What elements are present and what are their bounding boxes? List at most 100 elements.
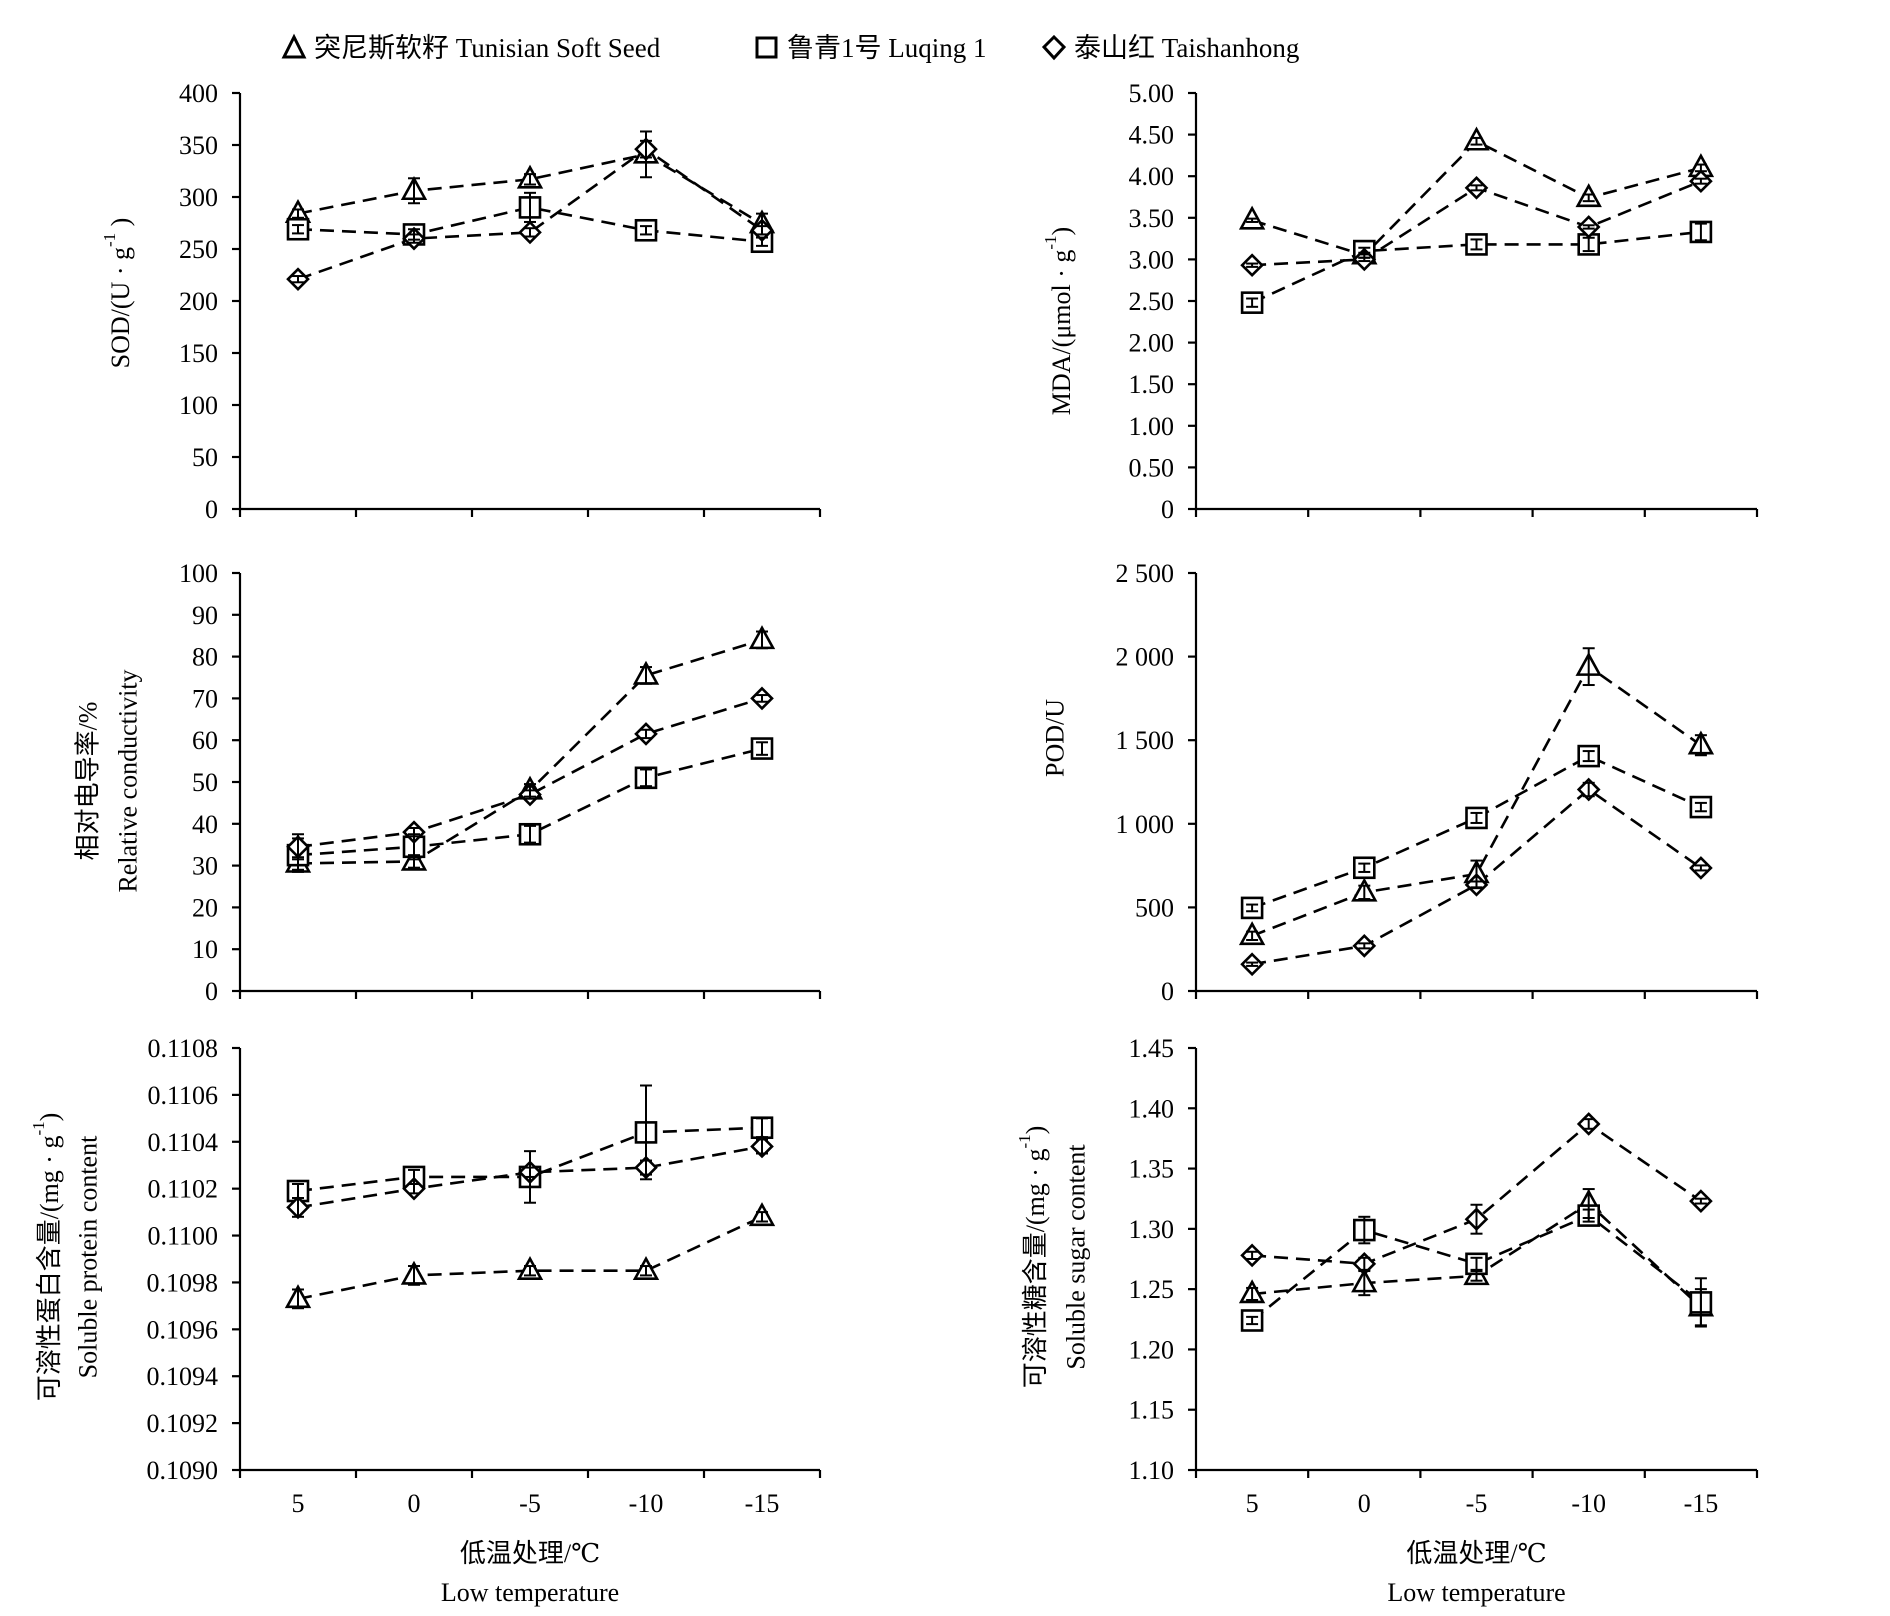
y-tick-label: 4.50 [1129,121,1175,150]
error-bar [1582,236,1595,253]
error-bar [640,728,652,740]
mda-chart: 0 0.50 1.00 1.50 2.00 2.50 3.00 3.50 4.00 4.50 5.0… [1041,79,1759,524]
y-axis-label-superscript: -1 [100,233,119,247]
error-bar [1582,1118,1595,1130]
error-bar [1582,193,1595,203]
error-bar [1582,224,1595,230]
y-tick-label: 3.50 [1129,204,1175,233]
y-tick-label: 200 [179,287,218,316]
error-bar [756,1138,768,1155]
error-bar [640,1159,652,1176]
error-bar [1246,262,1259,268]
y-tick-label: 400 [179,79,218,108]
data-points [284,1116,776,1309]
y-tick-label: 0 [1161,977,1174,1006]
y-tick-label: 0.1106 [147,1081,218,1110]
y-axis-label: 相对电导率/% [74,702,103,861]
y-tick-label: 0.1096 [147,1315,219,1344]
legend-item: 泰山红 Taishanhong [1041,33,1299,63]
error-bar [1246,903,1259,913]
legend: 突尼斯软籽 Tunisian Soft Seed 鲁青1号 Luqing 1 泰… [281,33,1299,63]
error-bar [1246,1286,1259,1301]
y-tick-label: 150 [179,339,218,368]
error-bar [408,1182,420,1195]
error-bar [1582,781,1595,798]
y-tick-label: 0.1092 [147,1409,219,1438]
error-bar [292,833,304,861]
relative-conductivity-chart: 0 10 20 30 40 50 60 70 80 90 100 相对电导率/% Relative co… [74,559,822,1006]
y-tick-label: 70 [192,684,218,713]
y-axis-label: 可溶性糖含量/(mg · g-1) [1015,1126,1050,1389]
y-tick-label: 2 500 [1116,559,1175,588]
y-tick-label: 0 [1161,495,1174,524]
error-bar [1246,217,1259,223]
x-tick-label: -10 [1571,1489,1606,1518]
series-lines [1251,139,1702,304]
y-tick-label: 1.35 [1129,1155,1175,1184]
error-bar [1470,136,1483,146]
legend-label: 突尼斯软籽 Tunisian Soft Seed [314,33,661,63]
y-tick-label: 0.1104 [147,1128,218,1157]
y-tick-label: 80 [192,643,218,672]
y-axis-label-text: SOD/(U · g [106,247,135,368]
y-tick-label: 90 [192,601,218,630]
series-line-diamond [297,697,763,849]
y-tick-label: 1.20 [1129,1335,1175,1364]
error-bar [1694,163,1707,173]
series-line-diamond [297,1145,763,1209]
error-bar [1358,246,1371,256]
y-tick-label: 0.1100 [147,1222,218,1251]
y-axis-label-text: 可溶性糖含量/(mg · g [1021,1149,1050,1389]
error-bar [1694,1277,1707,1328]
error-bar [1358,942,1371,950]
series-lines [297,147,763,281]
y-tick-label: 10 [192,935,218,964]
y-tick-label: 300 [179,183,218,212]
error-bar [408,826,420,838]
x-tick-label: 5 [292,1489,305,1518]
error-bar [292,208,304,219]
error-bar [1358,1215,1371,1245]
y-tick-label: 50 [192,443,218,472]
x-tick-label: -10 [629,1489,664,1518]
error-bars [1246,136,1707,308]
y-axis-label-tail: ) [106,218,135,233]
series-line-diamond [297,147,763,281]
error-bar [1694,1197,1707,1205]
error-bar [1358,884,1371,901]
legend-item: 突尼斯软籽 Tunisian Soft Seed [281,33,661,63]
error-bar [756,630,768,650]
error-bar [1694,734,1707,757]
y-tick-label: 1.25 [1129,1275,1175,1304]
y-tick-label: 50 [192,768,218,797]
error-bar [408,233,420,244]
y-axis-label-superscript: -1 [29,1121,48,1135]
y-tick-label: 1.15 [1129,1396,1175,1425]
error-bars [1246,647,1707,967]
sod-chart: 0 50 100 150 200 250 300 350 400 SOD/(U · g-1 ) [100,79,822,524]
error-bars [1246,1118,1707,1328]
y-tick-label: 0.50 [1129,453,1175,482]
y-tick-label: 0.1098 [147,1268,219,1297]
y-axis-label: SOD/(U · g-1 ) [100,218,135,369]
legend-label: 鲁青1号 Luqing 1 [787,33,987,63]
error-bar [1358,862,1371,873]
square-marker-icon [755,36,778,59]
error-bar [524,191,536,223]
error-bar [1246,961,1259,967]
y-axis-label-text: 可溶性蛋白含量/(mg · g [35,1136,64,1402]
y-tick-label: 3.00 [1129,245,1175,274]
x-tick-label: -15 [745,1489,780,1518]
y-tick-label: 4.00 [1129,162,1175,191]
error-bar [1246,1250,1259,1260]
error-bars [292,130,768,284]
error-bar [640,139,652,159]
error-bar [640,666,652,685]
y-tick-label: 1.30 [1129,1215,1175,1244]
error-bar [1246,930,1259,942]
y-axis-label-text: MDA/(μmol · g [1047,250,1076,416]
error-bar [524,1166,536,1178]
error-bar [756,225,768,236]
error-bar [756,694,768,703]
